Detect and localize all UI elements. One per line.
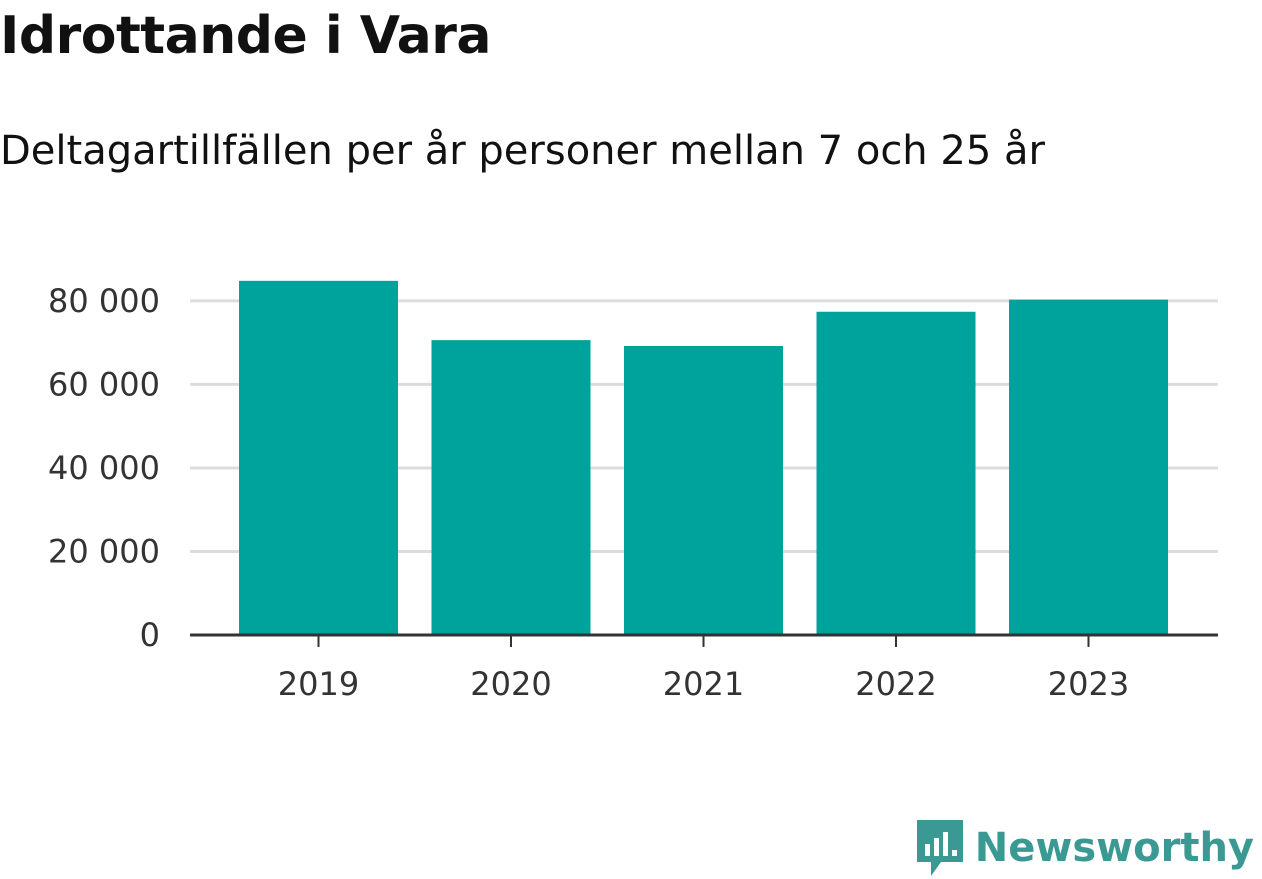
- y-tick-label: 0: [140, 616, 160, 654]
- newsworthy-logo: Newsworthy: [915, 818, 1254, 878]
- bar-2019: [239, 280, 398, 635]
- x-tick-label: 2022: [855, 665, 936, 703]
- x-tick-label: 2020: [470, 665, 551, 703]
- x-tick-label: 2019: [278, 665, 359, 703]
- bar-2020: [431, 340, 591, 635]
- x-axis-ticks: 2019 2020 2021 2022 2023: [190, 633, 1218, 703]
- y-tick-label: 80 000: [48, 282, 160, 320]
- chart-title: Idrottande i Vara: [0, 6, 492, 66]
- y-tick-label: 40 000: [48, 449, 160, 487]
- y-tick-label: 20 000: [48, 532, 160, 570]
- x-tick-label: 2023: [1048, 665, 1129, 703]
- logo-icon: [916, 820, 963, 876]
- bars: [239, 280, 1168, 635]
- x-tick-label: 2021: [663, 665, 744, 703]
- chart-subtitle: Deltagartillfällen per år personer mella…: [0, 128, 1045, 174]
- y-tick-label: 60 000: [48, 365, 160, 403]
- bar-2023: [1009, 299, 1168, 635]
- bar-2022: [816, 311, 976, 635]
- bar-2021: [624, 345, 783, 635]
- y-axis-ticks: 0 20 000 40 000 60 000 80 000: [48, 282, 160, 654]
- logo-text: Newsworthy: [974, 825, 1254, 871]
